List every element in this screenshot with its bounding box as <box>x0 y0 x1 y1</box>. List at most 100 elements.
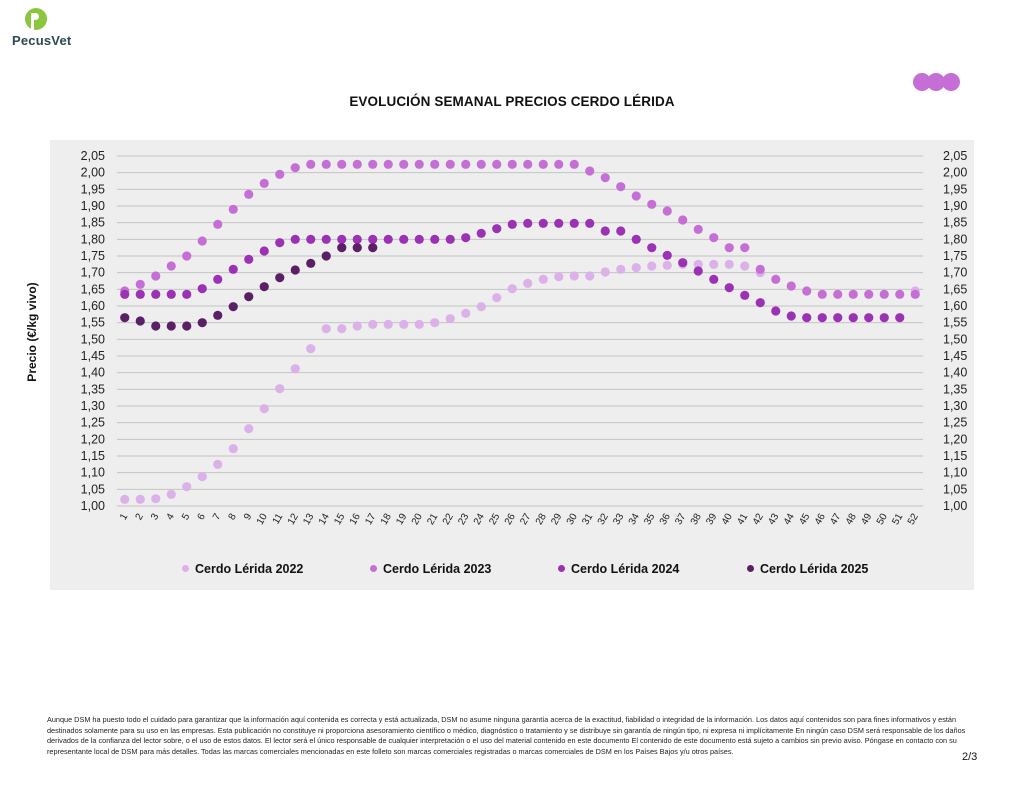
data-point <box>337 159 347 169</box>
x-tick-label: 1 <box>118 511 131 522</box>
x-tick-label: 42 <box>751 511 766 527</box>
legend-label: Cerdo Lérida 2023 <box>383 562 492 576</box>
x-tick-label: 40 <box>720 511 735 527</box>
x-tick-label: 24 <box>472 511 487 527</box>
x-tick-label: 18 <box>379 511 394 527</box>
data-point <box>306 234 316 244</box>
x-tick-label: 33 <box>611 511 626 527</box>
data-point <box>507 284 517 294</box>
data-point <box>693 259 703 269</box>
x-tick-label: 34 <box>627 511 642 527</box>
data-point <box>492 224 502 234</box>
y-tick-label-left: 1,30 <box>81 399 105 413</box>
data-point <box>647 261 657 271</box>
data-point <box>507 159 517 169</box>
data-point <box>678 258 688 268</box>
x-tick-label: 28 <box>534 511 549 527</box>
y-tick-label-left: 1,60 <box>81 299 105 313</box>
legend-swatch <box>747 565 754 572</box>
x-tick-label: 38 <box>689 511 704 527</box>
data-point <box>352 243 362 253</box>
data-point <box>275 384 285 394</box>
scatter-chart: 1,00 1,00 1,05 1,05 1,10 1,10 1,15 1,15 1,20 1,20… <box>81 149 968 527</box>
data-point <box>616 182 626 192</box>
y-tick-label-left: 1,40 <box>81 366 105 380</box>
data-point <box>166 489 176 499</box>
data-point <box>895 289 905 299</box>
x-tick-label: 17 <box>363 511 378 527</box>
data-point <box>833 289 843 299</box>
data-point <box>275 169 285 179</box>
data-point <box>833 313 843 323</box>
y-axis-label: Precio (€/kg vivo) <box>25 282 39 382</box>
data-point <box>771 274 781 284</box>
data-point <box>120 289 130 299</box>
data-point <box>848 289 858 299</box>
legend-label: Cerdo Lérida 2025 <box>760 562 869 576</box>
data-point <box>399 319 409 329</box>
x-tick-label: 51 <box>890 511 905 527</box>
x-tick-label: 52 <box>906 511 921 527</box>
y-tick-label-right: 1,10 <box>943 466 967 480</box>
y-tick-label-right: 1,30 <box>943 399 967 413</box>
data-point <box>895 313 905 323</box>
data-point <box>337 243 347 253</box>
legend-item: Cerdo Lérida 2022 <box>182 562 303 576</box>
y-tick-label-left: 1,15 <box>81 449 105 463</box>
legend-swatch <box>182 565 189 572</box>
data-point <box>151 271 161 281</box>
x-tick-label: 32 <box>596 511 611 527</box>
legend-swatch <box>558 565 565 572</box>
data-point <box>290 163 300 173</box>
data-point <box>461 159 471 169</box>
y-tick-label-left: 1,85 <box>81 216 105 230</box>
x-tick-label: 35 <box>642 511 657 527</box>
page-number: 2/3 <box>962 751 978 763</box>
x-tick-label: 43 <box>766 511 781 527</box>
data-point <box>430 234 440 244</box>
data-point <box>523 218 533 228</box>
data-point <box>817 313 827 323</box>
x-tick-label: 49 <box>859 511 874 527</box>
data-point <box>259 178 269 188</box>
data-point <box>213 219 223 229</box>
data-point <box>631 263 641 273</box>
data-point <box>321 324 331 334</box>
y-tick-label-right: 1,95 <box>943 182 967 196</box>
x-tick-label: 6 <box>196 511 209 522</box>
data-point <box>755 298 765 308</box>
data-point <box>600 267 610 277</box>
data-point <box>461 233 471 243</box>
data-point <box>135 279 145 289</box>
data-point <box>554 218 564 228</box>
data-point <box>197 472 207 482</box>
y-tick-label-right: 1,60 <box>943 299 967 313</box>
x-tick-label: 23 <box>456 511 471 527</box>
data-point <box>864 313 874 323</box>
y-tick-label-left: 1,80 <box>81 232 105 246</box>
data-point <box>445 234 455 244</box>
data-point <box>151 321 161 331</box>
data-point <box>740 261 750 271</box>
data-point <box>817 289 827 299</box>
data-point <box>864 289 874 299</box>
legend-item: Cerdo Lérida 2023 <box>370 562 491 576</box>
x-tick-label: 36 <box>658 511 673 527</box>
x-tick-label: 12 <box>286 511 301 527</box>
y-tick-label-left: 1,90 <box>81 199 105 213</box>
data-point <box>569 218 579 228</box>
data-point <box>430 318 440 328</box>
x-tick-label: 15 <box>332 511 347 527</box>
data-point <box>166 289 176 299</box>
y-tick-label-left: 1,50 <box>81 332 105 346</box>
chart-legend: Cerdo Lérida 2022 Cerdo Lérida 2023 Cerd… <box>50 562 974 582</box>
data-point <box>523 278 533 288</box>
y-tick-label-left: 1,70 <box>81 266 105 280</box>
data-point <box>616 226 626 236</box>
x-tick-label: 11 <box>271 511 286 526</box>
x-tick-label: 37 <box>673 511 688 527</box>
x-tick-label: 8 <box>227 511 240 522</box>
x-tick-label: 21 <box>425 511 440 527</box>
x-tick-label: 3 <box>149 511 162 522</box>
data-point <box>166 261 176 271</box>
